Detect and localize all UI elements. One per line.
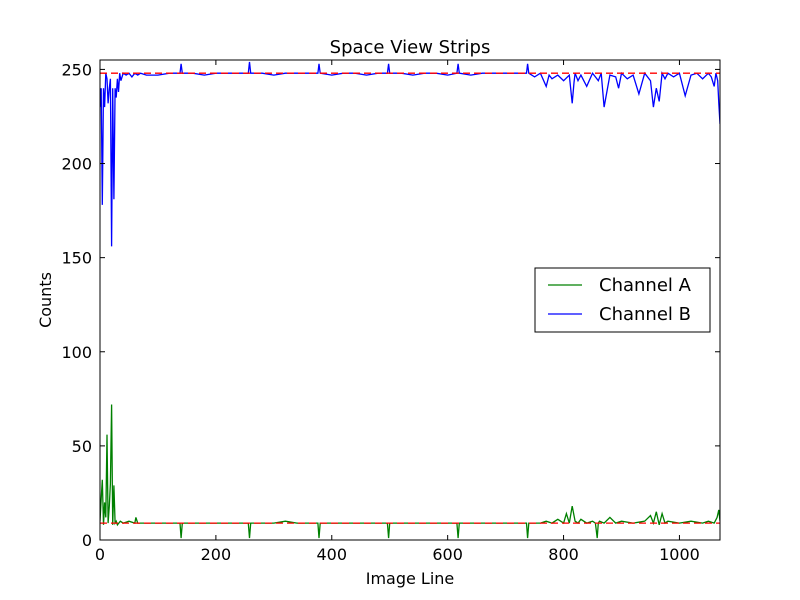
legend-label-channel-a: Channel A (599, 275, 692, 296)
legend-label-channel-b: Channel B (599, 304, 691, 325)
x-tick-label: 800 (548, 545, 579, 564)
y-tick-label: 150 (61, 249, 92, 268)
x-tick-label: 400 (317, 545, 348, 564)
plot-frame (99, 59, 721, 541)
y-tick-label: 200 (61, 155, 92, 174)
y-tick-label: 250 (61, 60, 92, 79)
y-axis-title: Counts (36, 272, 55, 328)
y-axis: 0 50 100 150 200 250 (61, 60, 720, 550)
series-layer (100, 61, 720, 539)
legend: Channel A Channel B (534, 267, 711, 333)
y-tick-label: 100 (61, 343, 92, 362)
series-channel-b (100, 61, 720, 247)
x-tick-label: 0 (95, 545, 105, 564)
legend-box (534, 267, 711, 333)
x-tick-label: 600 (432, 545, 463, 564)
series-channel-a (100, 404, 720, 539)
x-tick-label: 200 (201, 545, 232, 564)
y-tick-label: 0 (82, 531, 92, 550)
x-tick-label: 1000 (659, 545, 700, 564)
x-axis-title: Image Line (366, 569, 455, 588)
chart-title: Space View Strips (330, 37, 491, 58)
y-tick-label: 50 (72, 437, 92, 456)
x-axis: 0 200 400 600 800 1000 (95, 60, 700, 564)
